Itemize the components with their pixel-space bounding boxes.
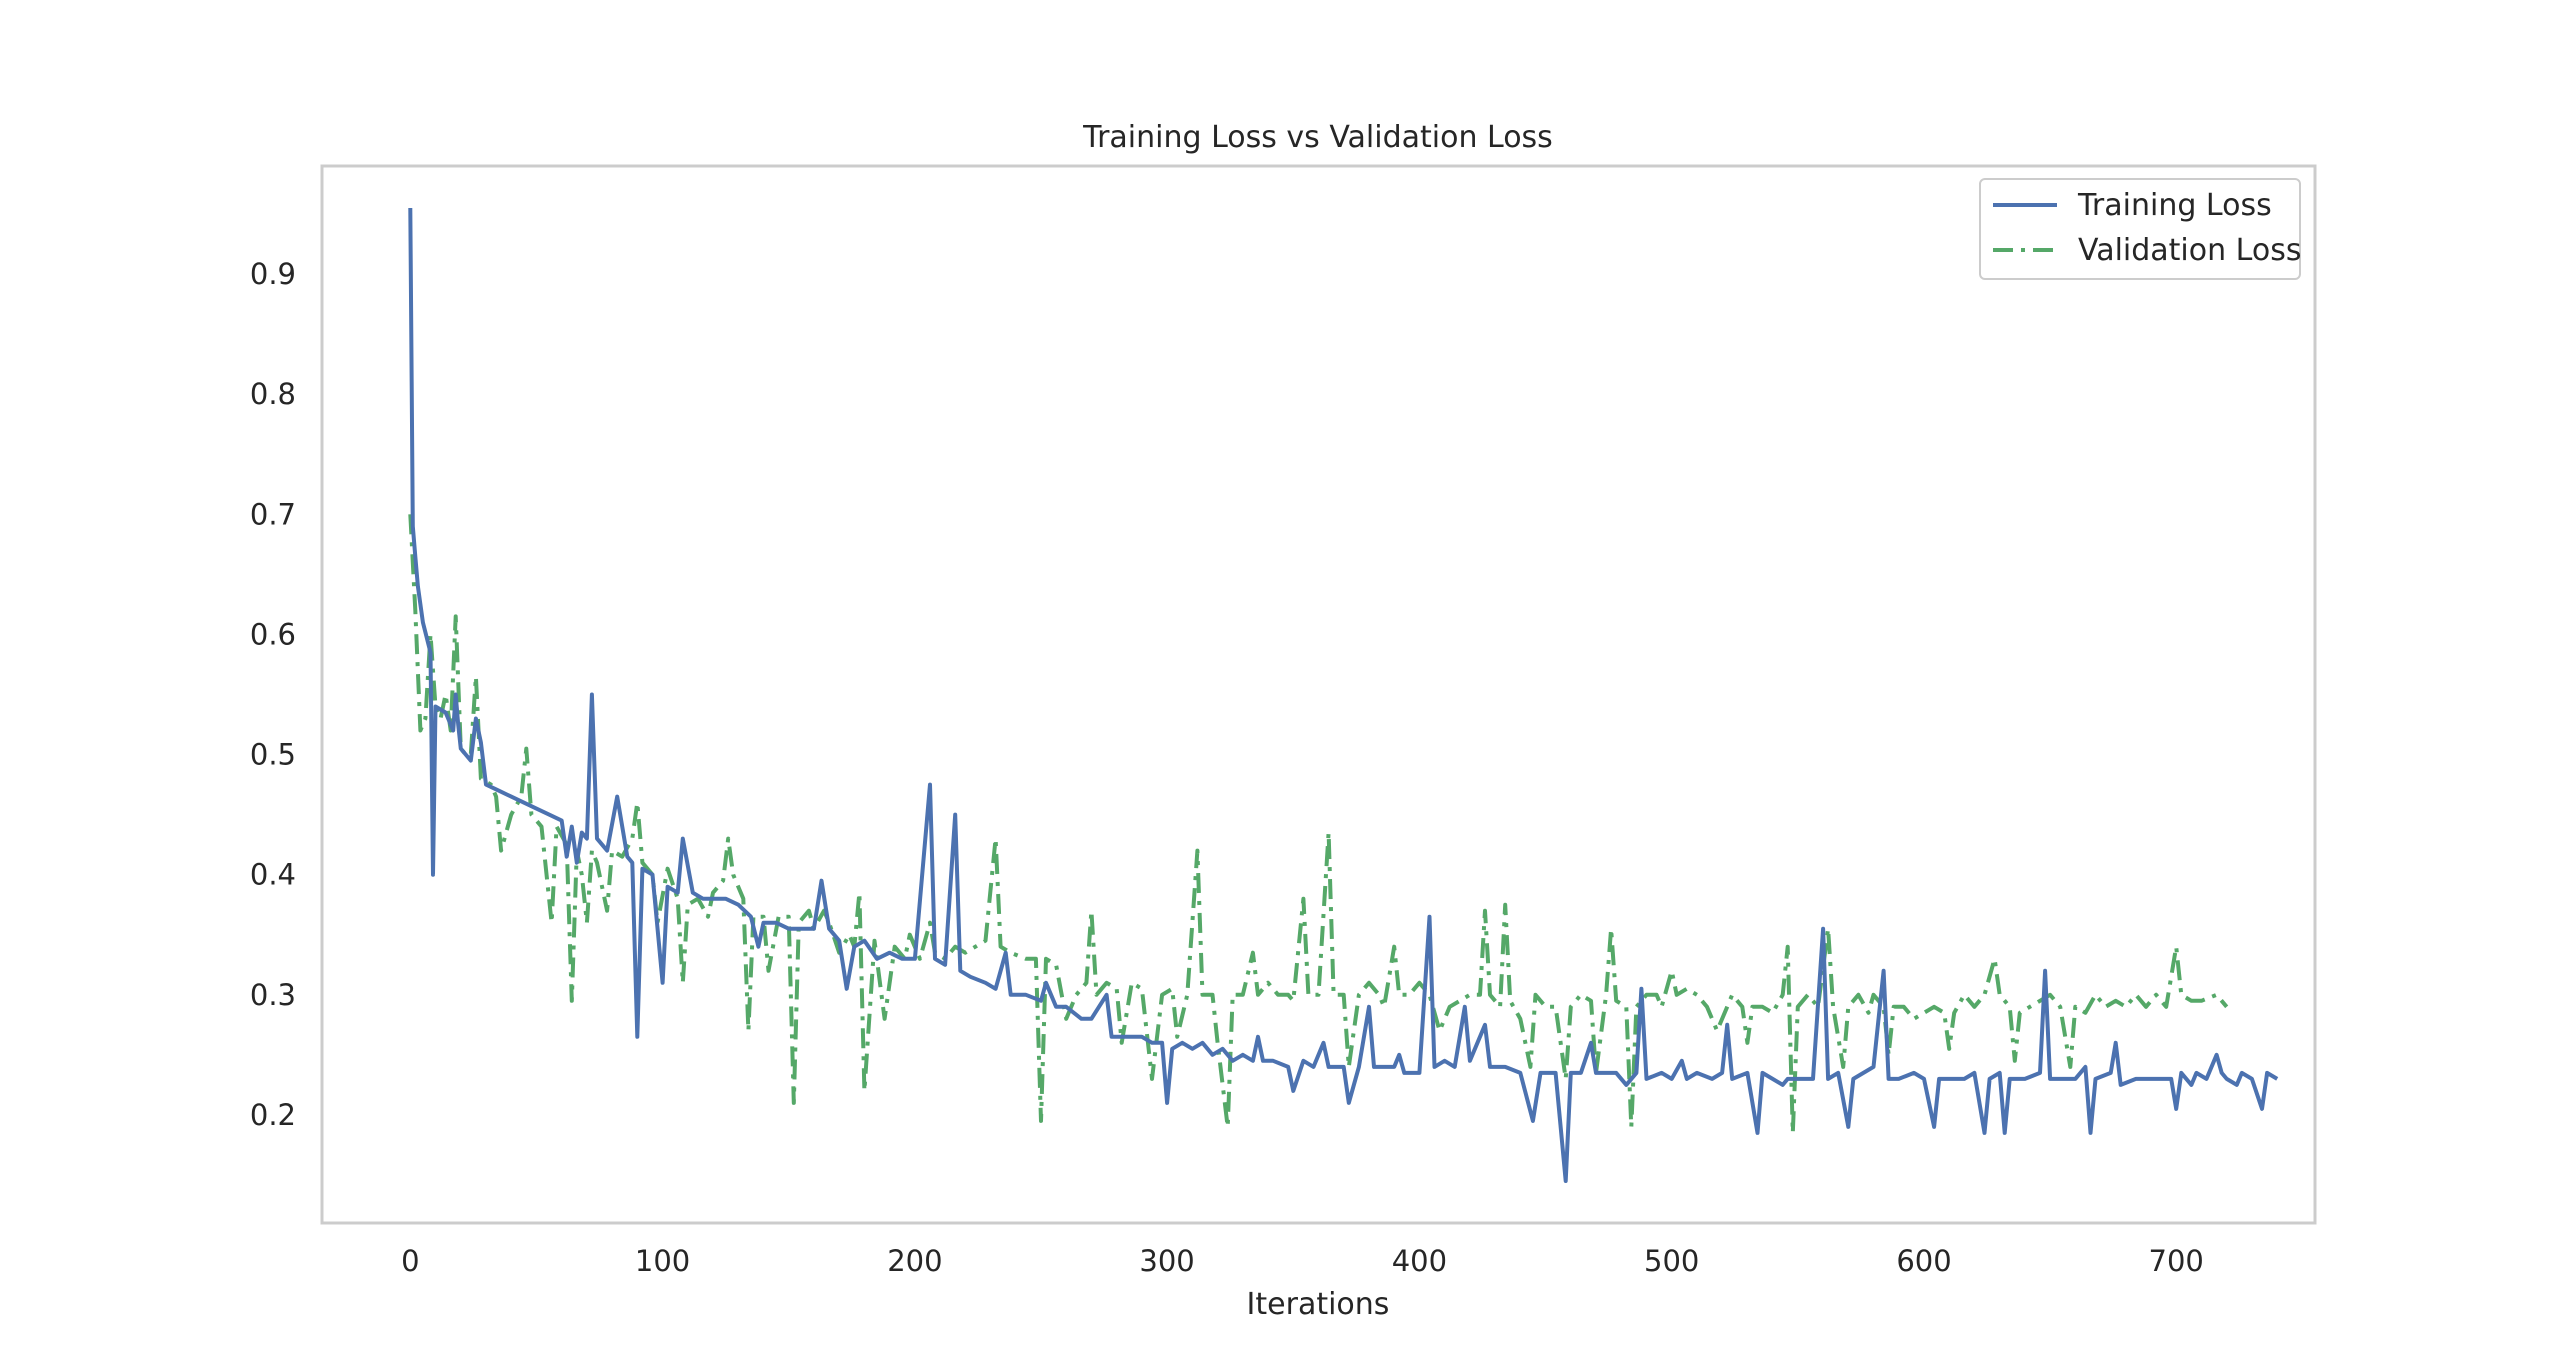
y-tick-label: 0.2 [250, 1098, 296, 1132]
y-tick-label: 0.4 [250, 858, 296, 892]
plot-frame [320, 164, 2317, 1225]
y-tick-label: 0.7 [250, 497, 296, 531]
x-tick-label: 400 [1392, 1244, 1447, 1278]
x-tick-label: 300 [1139, 1244, 1194, 1278]
chart-title: Training Loss vs Validation Loss [1082, 120, 1553, 155]
x-tick-label: 500 [1644, 1244, 1699, 1278]
x-tick-label: 100 [635, 1244, 690, 1278]
x-axis-ticks: 0 100 200 300 400 500 600 700 [401, 1244, 2204, 1278]
y-tick-label: 0.5 [250, 738, 296, 772]
legend-label-training-loss: Training Loss [2077, 188, 2272, 223]
training-loss-line [408, 207, 2279, 1183]
legend: Training Loss Validation Loss [1979, 178, 2301, 280]
x-tick-label: 700 [2149, 1244, 2204, 1278]
y-tick-label: 0.8 [250, 377, 296, 411]
x-tick-label: 0 [401, 1244, 419, 1278]
x-tick-label: 200 [887, 1244, 942, 1278]
y-tick-label: 0.6 [250, 617, 296, 651]
y-axis-ticks: 0.2 0.3 0.4 0.5 0.6 0.7 0.8 0.9 [250, 257, 296, 1132]
y-tick-label: 0.9 [250, 257, 296, 291]
legend-box [1979, 178, 2301, 280]
series-layer [408, 207, 2279, 1183]
y-tick-label: 0.3 [250, 978, 296, 1012]
x-tick-label: 600 [1896, 1244, 1951, 1278]
legend-label-validation-loss: Validation Loss [2078, 233, 2301, 268]
x-axis-label: Iterations [1247, 1287, 1390, 1322]
